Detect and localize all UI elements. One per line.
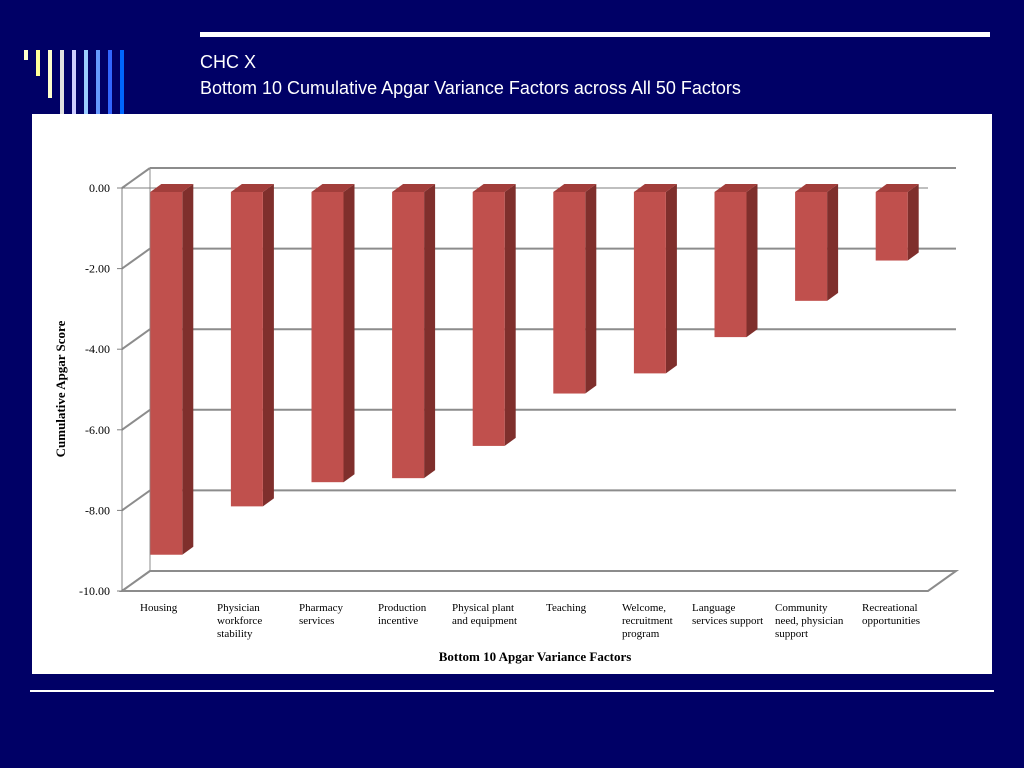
bar [392,192,425,479]
bar-top [150,184,194,192]
bar [633,192,666,374]
category-label: Teaching [546,602,587,614]
bar-top [553,184,597,192]
category-label: Language services support [692,602,763,627]
gridline-connector [121,167,151,189]
category-label-line: services [299,615,334,627]
top-rule [200,32,990,37]
category-label-line: Teaching [546,602,587,614]
y-tick-label: -2.00 [85,262,110,276]
bar-top [714,184,758,192]
decorative-stripe [24,50,28,60]
category-label-line: services support [692,615,763,627]
y-axis-title: Cumulative Apgar Score [53,320,68,457]
bar-side [585,184,597,394]
y-tick-label: -10.00 [79,584,110,598]
gridline-connector [121,328,151,351]
bar-side [827,184,839,301]
category-label: Pharmacy services [299,602,343,627]
decorative-stripe [60,50,64,116]
category-label-line: workforce [217,615,262,627]
bar-side [182,184,194,555]
bar-top [472,184,516,192]
bar-side [746,184,758,338]
category-label: Physical plant and equipment [452,602,517,627]
bar-side [907,184,919,261]
category-label-line: Recreational [862,602,918,614]
category-label: Production incentive [378,602,427,627]
bar [150,192,183,555]
category-label-line: and equipment [452,615,517,627]
bar [875,192,908,261]
bar-top [311,184,355,192]
category-label: Physician workforce stability [217,602,262,640]
chart-floor [118,570,960,592]
bar [311,192,344,483]
bar-top [795,184,839,192]
category-label-line: Physical plant [452,602,514,614]
bar-top [875,184,919,192]
gridline-connector [121,408,151,431]
bar [714,192,747,338]
category-label-line: Welcome, [622,602,666,614]
category-label-line: Production [378,602,427,614]
category-label-line: stability [217,628,253,640]
bottom-rule [30,690,994,692]
bar-side [424,184,436,479]
decorative-stripe [72,50,76,116]
bar-side [504,184,516,446]
category-label-line: program [622,628,660,640]
category-label-line: Housing [140,602,178,614]
category-label-line: Language [692,602,735,614]
slide-subtitle: Bottom 10 Cumulative Apgar Variance Fact… [200,78,741,98]
y-tick-label: -4.00 [85,342,110,356]
bar-top [633,184,677,192]
decorative-stripe [108,50,112,116]
decorative-stripe [120,50,124,116]
category-label: Welcome, recruitment program [622,602,673,640]
bar-top [392,184,436,192]
bar-top [230,184,274,192]
slide-title-block: CHC X Bottom 10 Cumulative Apgar Varianc… [200,49,741,101]
x-axis-title: Bottom 10 Apgar Variance Factors [439,649,632,664]
bar-side [665,184,677,374]
category-label-line: support [775,628,808,640]
gridline-connector [121,489,151,512]
bar [230,192,263,507]
decorative-stripe [48,50,52,98]
category-label-line: Community [775,602,828,614]
bar [795,192,828,301]
decorative-stripe [96,50,100,116]
bar-chart: 0.00 -2.00 -4.00 -6.00 -8.00 -10.00 Housing Phy… [53,167,960,664]
y-tick-label: 0.00 [89,181,110,195]
bar [472,192,505,446]
category-label: Housing [140,602,178,614]
decorative-stripe [84,50,88,116]
category-label-line: opportunities [862,615,920,627]
bar [553,192,586,394]
category-label-line: incentive [378,615,418,627]
category-label: Community need, physician support [775,602,844,640]
decorative-stripes [24,50,174,116]
category-label-line: need, physician [775,615,844,627]
chart-frame: 0.00 -2.00 -4.00 -6.00 -8.00 -10.00 Housing Phy… [32,114,992,674]
category-label-line: Pharmacy [299,602,343,614]
y-tick-label: -8.00 [85,503,110,517]
category-label-line: Physician [217,602,260,614]
y-tick-label: -6.00 [85,423,110,437]
slide-title: CHC X [200,52,257,72]
gridline-connector [121,247,151,270]
category-label-line: recruitment [622,615,673,627]
bar-side [343,184,355,483]
decorative-stripe [36,50,40,76]
bar-side [262,184,274,507]
category-label: Recreational opportunities [862,602,920,627]
